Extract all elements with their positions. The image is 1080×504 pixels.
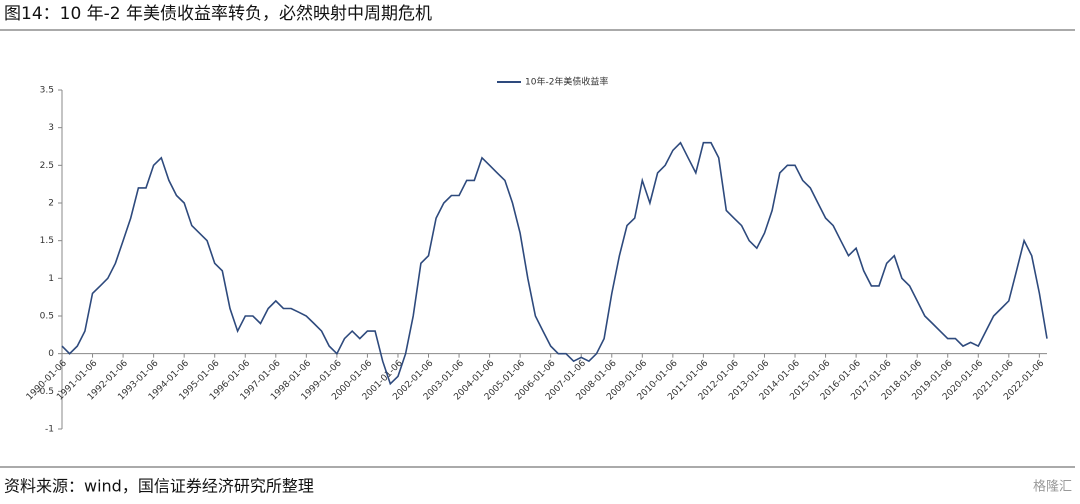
y-tick-label: 1.5 bbox=[40, 236, 54, 246]
y-tick-label: 3 bbox=[48, 123, 54, 133]
page-title: 图14：10 年-2 年美债收益率转负，必然映射中周期危机 bbox=[4, 4, 432, 24]
series-line bbox=[61, 141, 1048, 386]
y-tick-label: 1 bbox=[48, 274, 54, 284]
y-tick-label: 0.5 bbox=[40, 312, 54, 322]
legend-label: 10年-2年美债收益率 bbox=[525, 76, 608, 88]
y-tick-label: 2.5 bbox=[40, 161, 54, 171]
y-tick-label: -1 bbox=[45, 425, 54, 435]
y-tick-label: -0.5 bbox=[36, 387, 54, 397]
source-note: 资料来源：wind，国信证券经济研究所整理 bbox=[4, 477, 314, 496]
y-tick-label: 0 bbox=[48, 349, 54, 359]
watermark: 格隆汇 bbox=[1033, 479, 1072, 495]
y-tick-label: 2 bbox=[48, 199, 54, 209]
y-tick-label: 3.5 bbox=[40, 86, 54, 96]
